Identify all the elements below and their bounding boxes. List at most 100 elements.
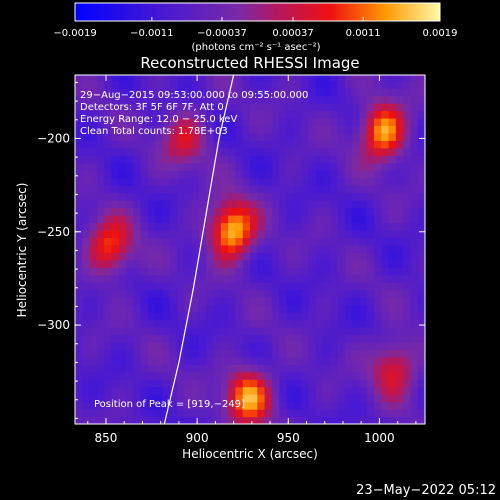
heatmap-cell [373,237,382,246]
heatmap-cell [359,297,368,306]
colorbar-tick-label: −0.00037 [197,28,247,39]
heatmap-cell [235,267,244,276]
heatmap-cell [126,117,134,126]
heatmap-cell [184,274,193,283]
heatmap-cell [279,386,288,395]
heatmap-cell [337,349,346,358]
heatmap-cell [228,102,237,112]
heatmap-cell [388,371,397,380]
heatmap-cell [264,282,273,291]
heatmap-cell [417,304,425,313]
heatmap-cell [366,75,375,82]
heatmap-cell [410,371,419,380]
heatmap-cell [352,379,360,388]
heatmap-cell [220,237,229,246]
heatmap-cell [250,207,258,216]
heatmap-cell [279,125,288,134]
heatmap-cell [75,297,83,306]
heatmap-cell [169,304,178,313]
heatmap-cell [235,88,244,97]
heatmap-cell [264,132,273,141]
heatmap-cell [184,110,193,119]
heatmap-cell [373,200,382,209]
heatmap-cell [352,297,360,306]
heatmap-cell [271,416,280,424]
heatmap-cell [264,244,273,253]
heatmap-cell [89,132,98,141]
heatmap-cell [242,326,251,336]
heatmap-cell [417,259,425,268]
heatmap-cell [322,102,331,112]
heatmap-cell [177,394,185,403]
heatmap-cell [322,267,331,276]
heatmap-cell [242,222,251,231]
heatmap-cell [359,192,368,201]
heatmap-cell [191,117,200,126]
heatmap-cell [155,229,164,238]
heatmap-cell [206,371,215,380]
heatmap-cell [126,162,134,171]
heatmap-cell [359,319,368,328]
heatmap-cell [352,237,360,246]
heatmap-cell [111,75,120,82]
heatmap-cell [96,132,105,141]
heatmap-cell [191,289,200,298]
heatmap-cell [162,297,171,306]
heatmap-cell [162,140,171,149]
heatmap-cell [286,394,295,403]
heatmap-cell [250,386,258,395]
heatmap-cell [155,267,164,276]
heatmap-cell [82,252,91,261]
heatmap-cell [337,297,346,306]
heatmap-cell [140,394,149,403]
heatmap-cell [359,102,368,112]
heatmap-cell [301,237,309,246]
heatmap-cell [96,110,105,119]
heatmap-cell [337,326,346,336]
heatmap-cell [337,259,346,268]
heatmap-cell [96,356,105,365]
heatmap-cell [198,110,207,119]
heatmap-cell [104,409,113,418]
heatmap-cell [140,304,149,313]
heatmap-cell [133,214,142,224]
heatmap-cell [395,177,404,186]
heatmap-cell [403,394,412,403]
heatmap-cell [147,416,156,424]
heatmap-cell [271,297,280,306]
heatmap-cell [126,334,134,343]
heatmap-cell [315,95,324,104]
heatmap-cell [75,274,83,283]
heatmap-cell [111,312,120,321]
heatmap-cell [133,409,142,418]
heatmap-cell [242,356,251,365]
heatmap-cell [301,244,309,253]
heatmap-cell [198,95,207,104]
heatmap-cell [155,237,164,246]
heatmap-cell [140,289,149,298]
heatmap-cell [257,200,266,209]
heatmap-cell [82,319,91,328]
heatmap-cell [118,132,127,141]
heatmap-cell [322,401,331,410]
heatmap-cell [184,207,193,216]
heatmap-cell [162,364,171,373]
heatmap-cell [264,409,273,418]
heatmap-cell [235,132,244,141]
heatmap-cell [286,341,295,350]
heatmap-cell [162,229,171,238]
heatmap-cell [359,312,368,321]
heatmap-cell [322,364,331,373]
heatmap-cell [359,125,368,134]
heatmap-cell [147,237,156,246]
heatmap-cell [89,341,98,350]
heatmap-cell [118,297,127,306]
heatmap-cell [250,401,258,410]
heatmap-cell [162,200,171,209]
heatmap-cell [235,214,244,224]
heatmap-cell [177,147,185,156]
heatmap-cell [352,207,360,216]
heatmap-cell [366,334,375,343]
heatmap-cell [417,409,425,418]
heatmap-cell [257,326,266,336]
